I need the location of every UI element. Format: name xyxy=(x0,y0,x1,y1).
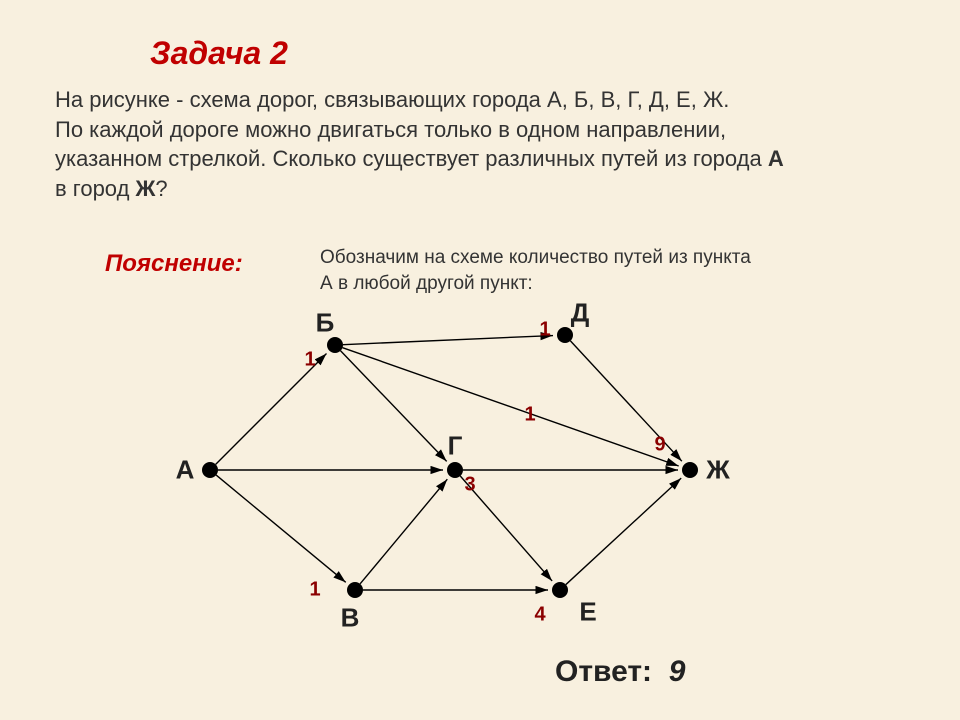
node-label-D: Д xyxy=(571,298,590,329)
count-V: 1 xyxy=(309,579,320,602)
node-label-A: А xyxy=(176,455,195,486)
count-mid: 1 xyxy=(524,404,535,427)
count-J: 9 xyxy=(654,434,665,457)
node-J xyxy=(682,462,698,478)
node-D xyxy=(557,327,573,343)
edge-B-D xyxy=(343,336,553,345)
node-label-V: В xyxy=(341,603,360,634)
edge-A-V xyxy=(216,475,346,582)
graph-edges xyxy=(0,0,960,720)
node-label-G: Г xyxy=(448,431,463,462)
node-G xyxy=(447,462,463,478)
node-label-E: Е xyxy=(579,597,596,628)
node-B xyxy=(327,337,343,353)
edge-B-G xyxy=(341,351,447,462)
count-G: 3 xyxy=(464,474,475,497)
node-E xyxy=(552,582,568,598)
node-label-J: Ж xyxy=(706,455,730,486)
count-D: 1 xyxy=(539,319,550,342)
edge-B-J xyxy=(343,348,679,466)
node-A xyxy=(202,462,218,478)
count-E: 4 xyxy=(534,604,545,627)
count-B: 1 xyxy=(304,349,315,372)
node-V xyxy=(347,582,363,598)
answer-label: Ответ: xyxy=(555,655,652,688)
node-label-B: Б xyxy=(316,308,335,339)
answer-value: 9 xyxy=(669,655,686,688)
edge-E-J xyxy=(566,478,681,584)
answer: Ответ: 9 xyxy=(555,655,685,689)
edge-V-G xyxy=(360,479,447,584)
